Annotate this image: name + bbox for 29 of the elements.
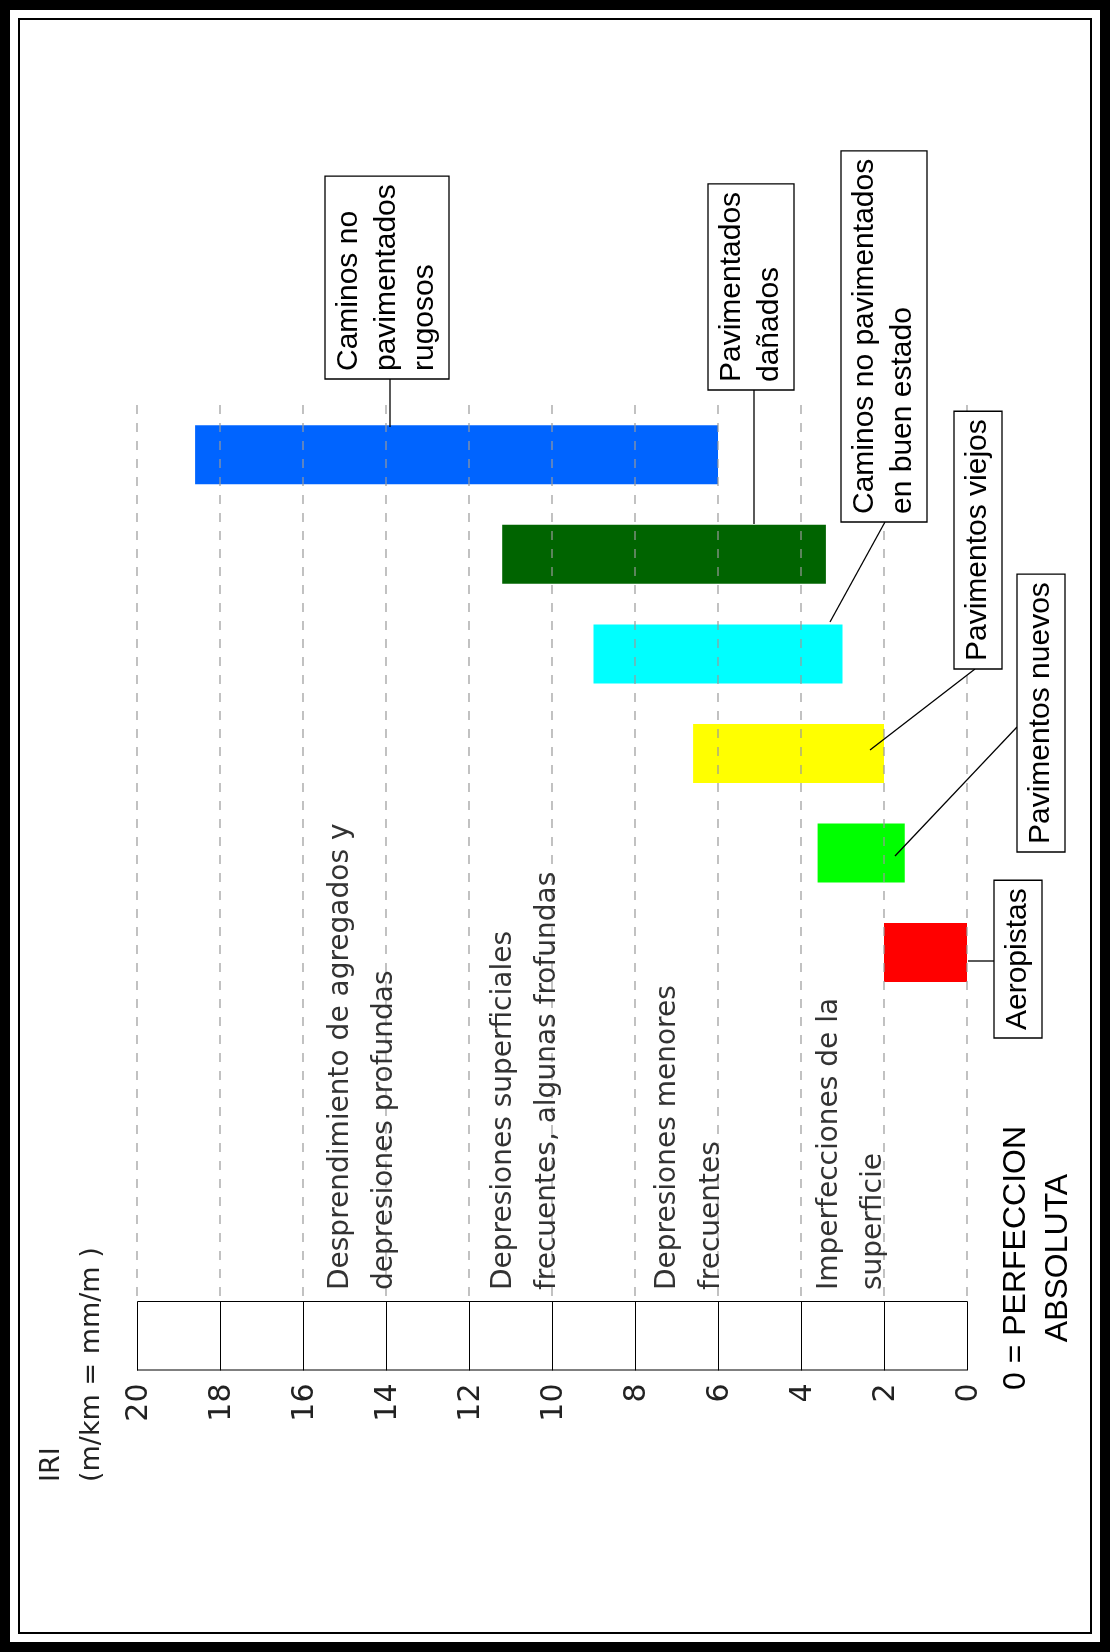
text: Pavimentos nuevos <box>1022 582 1055 844</box>
x-tick-label: 12 <box>450 1383 486 1422</box>
x-tick-label: 2 <box>865 1383 901 1403</box>
x-tick-label: 18 <box>201 1383 237 1422</box>
bar <box>502 524 826 584</box>
text: 0 = PERFECCION ABSOLUTA <box>996 1125 1074 1391</box>
annotation: Pavimentos viejos <box>959 419 992 661</box>
x-tick-label: 8 <box>616 1383 652 1403</box>
text: IRI (m/km = mm/m ) <box>34 1247 105 1482</box>
annotation: Caminos no pavimentados en buen estado <box>846 158 917 514</box>
annotation: Desprendimiento de agregados y depresiones profundas <box>322 823 399 1290</box>
x-tick-label: 14 <box>367 1383 403 1422</box>
text: Pavimentados dañados <box>713 191 784 382</box>
annotation: Depresiones superficiales frecuentes, algunas frofundas <box>485 871 562 1290</box>
x-tick-label: 0 <box>948 1383 984 1403</box>
annotation: Depresiones menores frecuentes <box>649 985 726 1290</box>
annotation: Imperfecciones de la superficie <box>811 997 888 1290</box>
x-tick-label: 4 <box>782 1383 818 1403</box>
x-tick-label: 10 <box>533 1383 569 1422</box>
text: Aeropistas <box>999 888 1032 1030</box>
bar <box>195 425 718 485</box>
bar <box>693 723 884 783</box>
bar <box>593 624 843 684</box>
bar <box>817 823 905 883</box>
x-tick-label: 16 <box>284 1383 320 1422</box>
text: Caminos no pavimentados rugosos <box>330 184 439 371</box>
x-tick-label: 6 <box>699 1383 735 1403</box>
bar <box>884 923 967 983</box>
x-tick-label: 20 <box>118 1383 154 1422</box>
